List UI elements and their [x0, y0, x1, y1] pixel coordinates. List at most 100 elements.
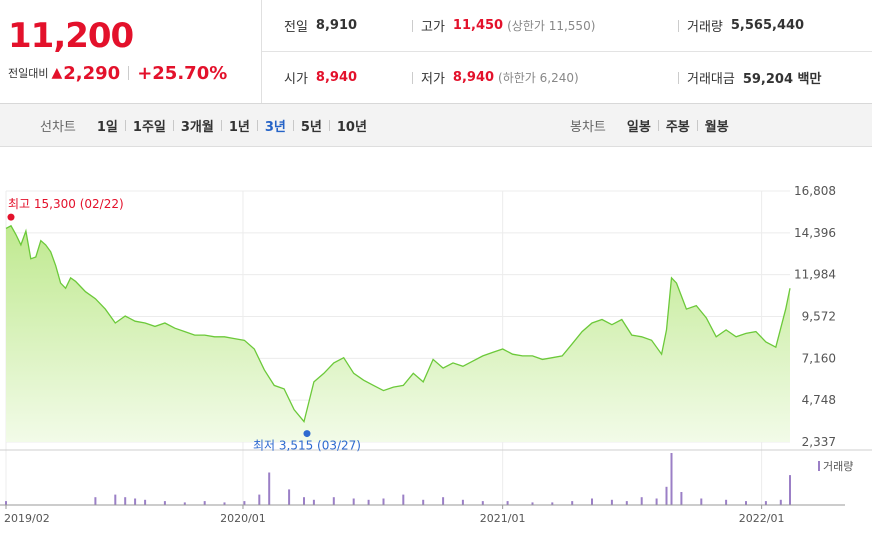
y-tick-label: 2,337: [802, 435, 836, 449]
max-marker-label: 최고 15,300 (02/22): [8, 197, 124, 211]
volume-bar: [442, 497, 445, 505]
volume-bar: [610, 499, 613, 505]
tab-candle-period-1[interactable]: 주봉: [665, 119, 690, 135]
volume-bar: [367, 499, 370, 505]
y-tick-label: 16,808: [794, 184, 836, 198]
stat-open: 시가 8,940: [284, 52, 357, 103]
divider: [412, 71, 413, 84]
change-percent: +25.70%: [137, 62, 228, 84]
x-tick-label: 2019/02: [4, 512, 50, 525]
volume-bar: [243, 501, 246, 505]
tab-line-period-1[interactable]: 1주일: [132, 119, 166, 135]
y-tick-label: 7,160: [802, 351, 836, 365]
volume-legend-label: 거래량: [823, 460, 853, 473]
stat-value: 11,450: [452, 18, 504, 33]
volume-bar: [352, 498, 355, 505]
stat-label: 전일: [284, 20, 308, 35]
volume-bar: [163, 501, 166, 505]
volume-bar: [571, 501, 574, 505]
quote-summary: 11,200 전일대비 ▲ 2,290 +25.70% 전일 8,910 고가 …: [0, 0, 872, 104]
price-area-fill: [6, 225, 790, 442]
stat-label: 저가: [421, 72, 445, 87]
volume-bar: [288, 489, 291, 505]
change-label: 전일대비: [8, 67, 49, 80]
stat-value: 8,910: [315, 18, 358, 33]
volume-bar: [303, 497, 305, 505]
stat-amount: 거래대금 59,204 백만: [678, 52, 821, 103]
price-line: [5, 224, 791, 424]
stats-row-1: 전일 8,910 고가 11,450 (상한가 11,550) 거래량 5,56…: [262, 0, 872, 52]
y-tick-label: 14,396: [794, 226, 836, 240]
nav-divider: [172, 119, 174, 131]
volume-bar: [332, 497, 335, 505]
tab-line-period-5[interactable]: 5년: [300, 119, 322, 135]
price-panel: 11,200 전일대비 ▲ 2,290 +25.70%: [0, 0, 262, 103]
candle-chart-title: 봉차트: [570, 119, 606, 135]
price-chart-svg: 거래량 16,808 14,396 11,984 9,572 7,160 4,748 2,3…: [0, 184, 872, 525]
up-arrow-icon: ▲: [51, 65, 63, 81]
volume-bar: [422, 499, 425, 505]
volume-bar: [506, 501, 509, 505]
volume-bar: [779, 499, 782, 505]
nav-divider: [696, 119, 698, 131]
volume-bar: [725, 499, 728, 505]
volume-bar: [223, 502, 226, 505]
stat-label: 시가: [284, 72, 308, 87]
volume-bar: [268, 472, 271, 505]
change-row: 전일대비 ▲ 2,290 +25.70%: [8, 62, 227, 84]
tab-candle-period-2[interactable]: 월봉: [704, 119, 729, 135]
volume-bar: [461, 499, 464, 505]
divider: [412, 19, 413, 32]
tab-candle-period-0[interactable]: 일봉: [626, 119, 651, 135]
stat-label: 거래량: [687, 20, 723, 35]
stat-high: 고가 11,450 (상한가 11,550): [412, 0, 595, 51]
volume-bar: [745, 501, 747, 505]
nav-divider: [256, 119, 258, 131]
nav-divider: [292, 119, 294, 131]
chart-period-navbar: 선차트 1일 1주일 3개월 1년 3년 5년 10년 봉차트 일봉 주봉 월봉: [0, 104, 872, 147]
tab-line-period-3[interactable]: 1년: [228, 119, 250, 135]
stats-panel: 전일 8,910 고가 11,450 (상한가 11,550) 거래량 5,56…: [262, 0, 872, 103]
stat-sub: (하한가 6,240): [498, 71, 579, 85]
stat-value: 5,565,440: [730, 18, 805, 33]
tab-line-period-6[interactable]: 10년: [336, 119, 367, 135]
stat-volume: 거래량 5,565,440: [678, 0, 804, 51]
stat-low: 저가 8,940 (하한가 6,240): [412, 52, 579, 103]
min-marker-label: 최저 3,515 (03/27): [253, 439, 361, 453]
tab-line-period-4[interactable]: 3년: [264, 119, 286, 135]
volume-bar: [481, 501, 484, 505]
volume-bar: [183, 502, 186, 505]
volume-bar: [382, 498, 385, 505]
nav-divider: [220, 119, 222, 131]
tab-line-period-0[interactable]: 1일: [96, 119, 118, 135]
nav-divider: [328, 119, 330, 131]
volume-bar: [640, 497, 643, 505]
volume-bar: [134, 498, 137, 505]
nav-divider: [124, 119, 126, 131]
stat-sub: (상한가 11,550): [507, 19, 596, 33]
nav-divider: [657, 119, 659, 131]
stat-value: 8,940: [315, 70, 358, 85]
volume-bar: [591, 498, 593, 505]
stat-value: 8,940: [452, 70, 495, 85]
volume-bar: [531, 502, 534, 505]
volume-bar: [670, 453, 673, 505]
current-price: 11,200: [8, 16, 134, 56]
volume-bar: [124, 497, 127, 505]
volume-bar: [551, 502, 554, 505]
price-chart: 거래량 16,808 14,396 11,984 9,572 7,160 4,748 2,3…: [0, 147, 872, 536]
stat-label: 고가: [421, 20, 445, 35]
stats-row-2: 시가 8,940 저가 8,940 (하한가 6,240) 거래대금 59,20…: [262, 52, 872, 103]
volume-bar: [402, 494, 405, 505]
volume-bar: [764, 501, 767, 505]
volume-bar: [114, 494, 117, 505]
tab-line-period-2[interactable]: 3개월: [180, 119, 214, 135]
change-value: 2,290: [63, 62, 121, 84]
y-tick-label: 11,984: [794, 268, 836, 282]
max-marker-dot: [7, 213, 15, 221]
divider: [678, 19, 679, 32]
x-tick-label: 2021/01: [480, 512, 526, 525]
volume-bar: [789, 475, 791, 505]
x-tick-label: 2020/01: [220, 512, 266, 525]
volume-bar: [700, 498, 703, 505]
